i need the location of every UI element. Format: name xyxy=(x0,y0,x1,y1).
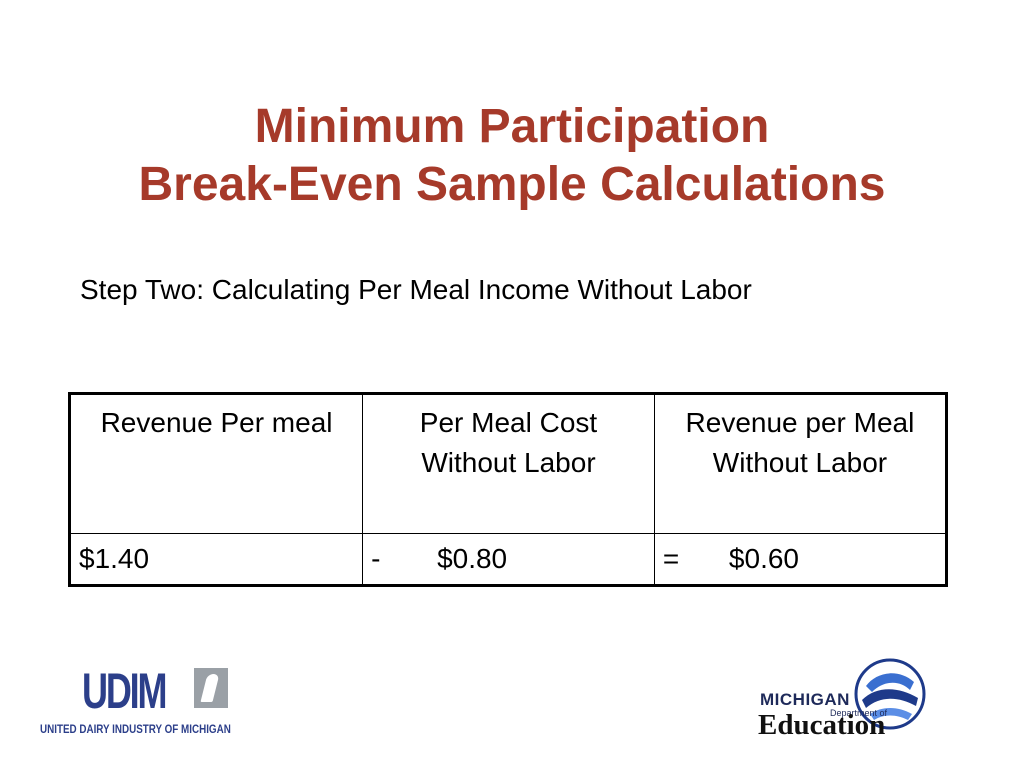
cell-cost-without-labor: - $0.80 xyxy=(362,533,655,586)
udim-logo: UDIM UNITED DAIRY INDUSTRY OF MICHIGAN xyxy=(40,664,240,744)
michigan-emblem-icon xyxy=(854,658,926,730)
michigan-department-of-education-logo: MICHIGAN Department of Education xyxy=(756,656,936,746)
revenue-value: $1.40 xyxy=(79,543,150,574)
table-row: $1.40 - $0.80 = $0.60 xyxy=(68,533,948,586)
header-revenue-without-labor: Revenue per Meal Without Labor xyxy=(653,393,948,534)
cost-value: $0.80 xyxy=(437,543,508,574)
title-line-2: Break-Even Sample Calculations xyxy=(138,158,886,211)
department-of-label: Department of xyxy=(830,708,888,718)
cell-revenue-without-labor: = $0.60 xyxy=(653,533,948,586)
result-value: $0.60 xyxy=(728,543,799,574)
udim-wordmark: UDIM xyxy=(82,663,168,719)
title-line-1: Minimum Participation xyxy=(254,100,770,153)
minus-operator: - xyxy=(371,543,381,574)
cell-revenue-per-meal: $1.40 xyxy=(68,533,364,586)
udim-organization-name: UNITED DAIRY INDUSTRY OF MICHIGAN xyxy=(40,722,231,736)
education-label: Education xyxy=(758,709,886,741)
calculation-table: Revenue Per meal Per Meal Cost Without L… xyxy=(68,392,948,587)
table-header-row: Revenue Per meal Per Meal Cost Without L… xyxy=(68,393,948,534)
slide-title: Minimum Participation Break-Even Sample … xyxy=(0,98,1024,214)
header-cost-without-labor: Per Meal Cost Without Labor xyxy=(362,393,655,534)
equals-operator: = xyxy=(662,543,680,574)
step-subtitle: Step Two: Calculating Per Meal Income Wi… xyxy=(80,274,752,305)
udim-drop-icon xyxy=(194,668,228,708)
michigan-label: MICHIGAN xyxy=(760,690,850,709)
header-revenue-per-meal: Revenue Per meal xyxy=(68,393,364,534)
